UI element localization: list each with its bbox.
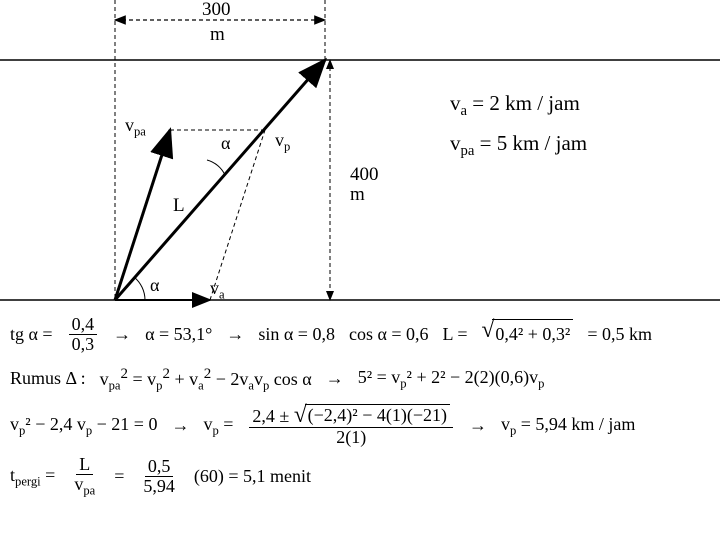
vpa-label: vpa xyxy=(125,115,146,140)
L-label: L xyxy=(173,195,185,217)
width-unit: m xyxy=(210,24,225,45)
eq-row-3: vp² − 2,4 vp − 21 = 0 → vp = 2,4 ± √(−2,… xyxy=(10,404,710,447)
alpha-bottom: α xyxy=(150,275,159,296)
alpha-mid: α xyxy=(221,133,230,154)
diagram-svg: 300 m 400 m xyxy=(0,0,720,310)
eq-row-1: tg α = 0,40,3 → α = 53,1° → sin α = 0,8 … xyxy=(10,315,710,354)
given-values: va = 2 km / jam vpa = 5 km / jam xyxy=(450,85,587,164)
vector-diagram: 300 m 400 m vpa vp va L α α xyxy=(0,0,720,310)
va-label: va xyxy=(210,278,225,303)
eq-row-2: Rumus Δ : vpa2 = vp2 + va2 − 2vavp cos α… xyxy=(10,362,710,396)
equations-block: tg α = 0,40,3 → α = 53,1° → sin α = 0,8 … xyxy=(10,315,710,506)
svg-text:m: m xyxy=(350,184,365,205)
width-label: 300 xyxy=(202,0,231,20)
vp-label: vp xyxy=(275,130,290,155)
eq-row-4: tpergi = L vpa = 0,5 5,94 (60) = 5,1 men… xyxy=(10,455,710,498)
svg-text:400: 400 xyxy=(350,164,379,185)
